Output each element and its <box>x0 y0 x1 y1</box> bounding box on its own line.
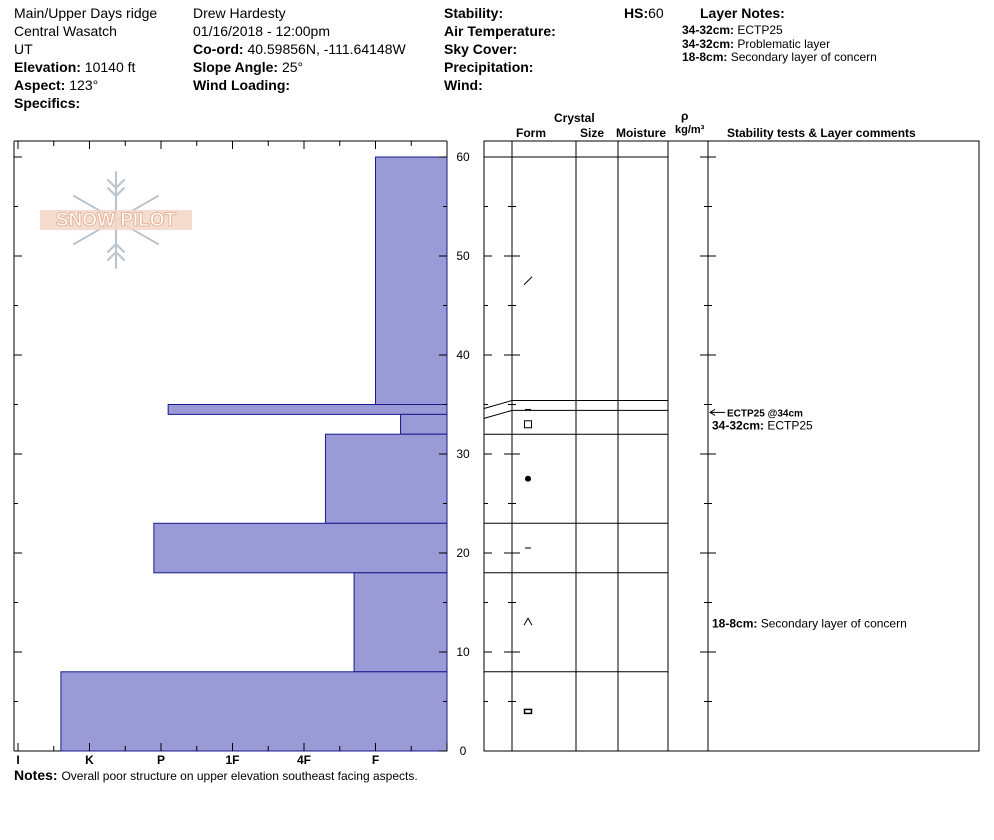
layer-comment: 34-32cm: ECTP25 <box>712 418 813 432</box>
grain-form-symbol <box>525 475 531 482</box>
depth-tick-label: 10 <box>456 645 470 659</box>
layer-table-frame <box>483 140 980 752</box>
stability-test-arrow-head <box>709 408 716 416</box>
layer-comment-text: ECTP25 <box>764 418 813 432</box>
observation-datetime: 01/16/2018 - 12:00pm <box>193 23 330 39</box>
moisture-header: Moisture <box>616 126 667 140</box>
notes-text: Overall poor structure on upper elevatio… <box>61 769 418 783</box>
hardness-tick-label: K <box>85 753 94 767</box>
state-name: UT <box>14 41 33 57</box>
hs-label: HS: <box>624 5 649 21</box>
hardness-tick-label: 1F <box>225 753 239 767</box>
depth-tick-label: 0 <box>460 744 467 758</box>
layer-note-depth: 34-32cm: <box>682 37 735 51</box>
grain-form-symbol <box>523 276 533 286</box>
layer-boundary <box>483 409 668 419</box>
layer-notes-label: Layer Notes: <box>700 5 785 21</box>
layer-note-text: ECTP25 <box>737 23 783 37</box>
hardness-tick-label: F <box>372 753 379 767</box>
coord-value: 40.59856N, -111.64148W <box>247 41 406 57</box>
hardness-bar <box>167 404 448 415</box>
rho-header: ρ <box>681 109 689 123</box>
elevation-value: 10140 ft <box>84 59 136 75</box>
hardness-tick-label: I <box>16 753 19 767</box>
comments-header: Stability tests & Layer comments <box>727 126 916 140</box>
observer-name: Drew Hardesty <box>193 5 286 21</box>
hardness-bar <box>153 522 448 574</box>
layer-note: 34-32cm: ECTP25 <box>682 23 783 37</box>
slope-value: 25° <box>281 59 304 75</box>
stability-test-label: ECTP25 @34cm <box>727 408 803 419</box>
specifics-label: Specifics: <box>14 95 81 111</box>
aspect-row: Aspect: 123° <box>14 76 98 94</box>
size-header: Size <box>580 126 605 140</box>
hardness-bar <box>60 671 448 752</box>
aspect-label: Aspect: <box>14 77 66 93</box>
layer-note: 18-8cm: Secondary layer of concern <box>682 50 877 64</box>
layer-comment-range: 34-32cm: <box>712 418 764 432</box>
hs-value: 60 <box>648 5 664 21</box>
hardness-bar <box>353 572 448 673</box>
aspect-value: 123° <box>69 77 99 93</box>
crystal-header: Crystal <box>554 111 595 125</box>
grain-form-symbol <box>523 708 533 715</box>
hardness-bar <box>375 156 448 405</box>
hardness-bar <box>400 413 448 435</box>
layer-comment: 18-8cm: Secondary layer of concern <box>712 616 907 630</box>
layer-note-depth: 18-8cm: <box>682 50 728 64</box>
layer-note: 34-32cm: Problematic layer <box>682 37 830 51</box>
depth-tick-label: 60 <box>456 150 470 164</box>
layer-comment-range: 18-8cm: <box>712 616 757 630</box>
layer-comment-text: Secondary layer of concern <box>757 616 906 630</box>
density-unit-header: kg/m³ <box>675 124 705 136</box>
hardness-bar <box>324 433 448 524</box>
depth-tick-label: 30 <box>456 447 470 461</box>
depth-tick-label: 50 <box>456 249 470 263</box>
wind-label: Wind: <box>444 77 483 93</box>
form-header: Form <box>516 126 546 140</box>
range-name: Central Wasatch <box>14 23 117 39</box>
air-temperature-label: Air Temperature: <box>444 23 556 39</box>
precipitation-label: Precipitation: <box>444 59 534 75</box>
sky-cover-label: Sky Cover: <box>444 41 518 57</box>
notes-row: Notes: Overall poor structure on upper e… <box>14 766 418 784</box>
notes-label: Notes: <box>14 767 58 783</box>
coord-row: Co-ord: 40.59856N, -111.64148W <box>193 40 406 58</box>
grain-form-symbol <box>524 420 532 429</box>
logo-text: SNOW PILOT <box>56 210 177 231</box>
depth-tick-label: 20 <box>456 546 470 560</box>
wind-loading-label: Wind Loading: <box>193 77 291 93</box>
layer-note-text: Problematic layer <box>737 37 831 51</box>
location-name: Main/Upper Days ridge <box>14 5 158 21</box>
coord-label: Co-ord: <box>193 41 244 57</box>
hs-row: HS:60 <box>624 4 664 22</box>
slope-row: Slope Angle: 25° <box>193 58 303 76</box>
hardness-tick-label: P <box>157 753 165 767</box>
layer-note-depth: 34-32cm: <box>682 23 735 37</box>
hardness-tick-label: 4F <box>297 753 311 767</box>
snowpilot-logo: SNOW PILOT <box>40 171 192 269</box>
elevation-row: Elevation: 10140 ft <box>14 58 135 76</box>
stability-label: Stability: <box>444 5 504 21</box>
layer-note-text: Secondary layer of concern <box>730 50 877 64</box>
grain-form-symbol <box>523 617 533 626</box>
slope-label: Slope Angle: <box>193 59 279 75</box>
elevation-label: Elevation: <box>14 59 81 75</box>
depth-tick-label: 40 <box>456 348 470 362</box>
layer-boundary <box>483 400 668 409</box>
